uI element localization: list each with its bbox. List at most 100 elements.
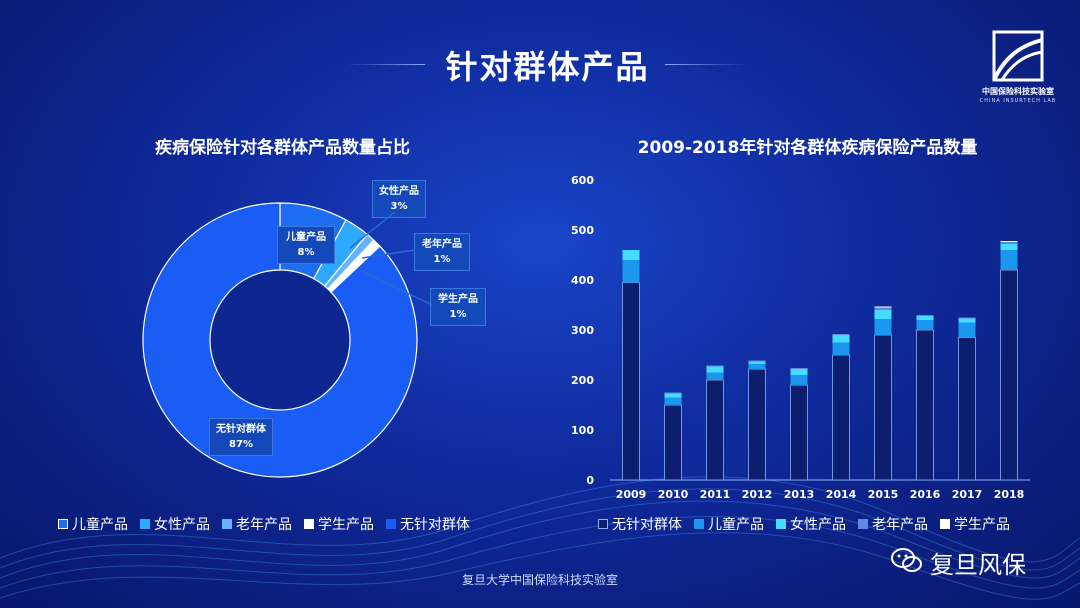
- bar-segment-students: [874, 306, 892, 308]
- bar-segment-women: [622, 250, 640, 260]
- bar-segment-children: [958, 322, 976, 338]
- wechat-icon: [891, 548, 922, 572]
- swatch-students: [304, 519, 314, 529]
- bar-segment-students: [1000, 241, 1018, 242]
- pie-legend-women-label: 女性产品: [154, 517, 210, 533]
- bar-segment-women: [874, 310, 892, 319]
- bar-segment-children: [664, 397, 682, 405]
- pie-label-elderly-value: 1%: [433, 254, 451, 265]
- pie-legend-students-label: 学生产品: [318, 517, 374, 533]
- y-tick-label: 200: [571, 374, 594, 387]
- bar-legend-women: 女性产品: [776, 514, 846, 534]
- bar-segment-women: [1000, 244, 1018, 250]
- bar-swatch-women: [776, 519, 786, 529]
- donut-chart: [142, 202, 418, 478]
- x-tick-label: 2018: [994, 488, 1025, 501]
- pie-label-children-name: 儿童产品: [286, 232, 326, 243]
- bar-segment-children: [1000, 250, 1018, 270]
- x-tick-label: 2017: [952, 488, 983, 501]
- title-bar: 针对群体产品: [0, 38, 1080, 88]
- bar-segment-elderly: [1000, 242, 1018, 244]
- pie-label-children: 儿童产品 8%: [277, 226, 335, 264]
- bar-segment-children: [748, 364, 766, 369]
- x-tick-label: 2015: [868, 488, 899, 501]
- donut-hole: [211, 271, 349, 409]
- bar-segment-children: [832, 342, 850, 355]
- x-tick-label: 2014: [826, 488, 857, 501]
- bar-segment-women: [790, 369, 808, 375]
- bar-segment-children: [874, 319, 892, 335]
- bar-legend-students-label: 学生产品: [954, 517, 1010, 533]
- pie-legend-children: 儿童产品: [58, 514, 128, 534]
- bar-legend-untargeted-label: 无针对群体: [612, 517, 682, 533]
- x-tick-label: 2016: [910, 488, 941, 501]
- bar-segment-children: [622, 260, 640, 283]
- bar-legend-elderly-label: 老年产品: [872, 517, 928, 533]
- pie-label-children-value: 8%: [297, 247, 315, 258]
- pie-chart-title: 疾病保险针对各群体产品数量占比: [155, 138, 410, 158]
- bar-legend-elderly: 老年产品: [858, 514, 928, 534]
- bar-segment-untargeted: [916, 329, 934, 481]
- pie-label-elderly-name: 老年产品: [422, 239, 462, 250]
- footer-text: 复旦大学中国保险科技实验室: [461, 573, 618, 587]
- pie-label-women-name: 女性产品: [379, 186, 419, 197]
- bar-segment-women: [664, 393, 682, 398]
- bar-legend-children: 儿童产品: [694, 514, 764, 534]
- bar-swatch-students: [940, 519, 950, 529]
- bar-segment-untargeted: [748, 368, 766, 481]
- bar-segment-elderly: [790, 368, 808, 369]
- x-tick-label: 2010: [658, 488, 689, 501]
- pie-label-students-name: 学生产品: [438, 294, 478, 305]
- stacked-bar-chart: 0 100 200 300 400 500 600 2009 2010 2011 2012 2013 2…: [571, 174, 1030, 501]
- bar-swatch-untargeted: [598, 519, 608, 529]
- pie-label-women: 女性产品 3%: [372, 180, 426, 218]
- lab-logo: [992, 30, 1044, 82]
- bar-segment-elderly: [916, 315, 934, 316]
- wechat-account[interactable]: 复旦风保: [890, 545, 1060, 579]
- title-divider-left: [345, 64, 425, 65]
- bar-segment-untargeted: [622, 282, 640, 481]
- pie-legend-children-label: 儿童产品: [72, 517, 128, 533]
- pie-legend-untargeted-label: 无针对群体: [400, 517, 470, 533]
- bar-segment-untargeted: [832, 354, 850, 481]
- bar-segment-elderly: [958, 317, 976, 319]
- bar-segment-children: [790, 375, 808, 385]
- bar-segment-women: [958, 318, 976, 323]
- logo-subtext: CHINA INSURTECH LAB: [979, 98, 1057, 104]
- y-tick-label: 600: [571, 174, 594, 187]
- x-tick-label: 2012: [742, 488, 773, 501]
- bar-legend-untargeted: 无针对群体: [598, 514, 682, 534]
- swatch-women: [140, 519, 150, 529]
- bar-chart-title: 2009-2018年针对各群体疾病保险产品数量: [637, 138, 978, 158]
- x-tick-label: 2011: [700, 488, 731, 501]
- y-tick-label: 400: [571, 274, 594, 287]
- pie-legend-elderly-label: 老年产品: [236, 517, 292, 533]
- swatch-elderly: [222, 519, 232, 529]
- y-tick-label: 100: [571, 424, 594, 437]
- bar-segment-untargeted: [706, 379, 724, 481]
- logo-text: 中国保险科技实验室: [982, 87, 1054, 96]
- bar-segment-elderly: [874, 307, 892, 310]
- bar-segment-women: [832, 335, 850, 343]
- x-tick-label: 2009: [616, 488, 647, 501]
- bar-segment-children: [916, 320, 934, 330]
- pie-label-students-value: 1%: [449, 309, 467, 320]
- pie-label-untargeted-name: 无针对群体: [216, 424, 266, 435]
- pie-label-untargeted: 无针对群体 87%: [209, 418, 273, 456]
- bar-segment-elderly: [832, 334, 850, 335]
- bar-swatch-elderly: [858, 519, 868, 529]
- y-tick-label: 300: [571, 324, 594, 337]
- pie-legend: 儿童产品 女性产品 老年产品 学生产品 无针对群体: [58, 514, 482, 534]
- bar-segment-elderly: [664, 392, 682, 394]
- pie-label-elderly: 老年产品 1%: [414, 233, 470, 271]
- y-tick-label: 0: [586, 474, 594, 487]
- bar-segment-untargeted: [1000, 269, 1018, 481]
- bar-segment-women: [706, 366, 724, 373]
- bar-segment-children: [706, 372, 724, 380]
- pie-legend-women: 女性产品: [140, 514, 210, 534]
- swatch-untargeted: [386, 519, 396, 529]
- title-divider-right: [665, 64, 745, 65]
- pie-legend-untargeted: 无针对群体: [386, 514, 470, 534]
- bar-legend-women-label: 女性产品: [790, 517, 846, 533]
